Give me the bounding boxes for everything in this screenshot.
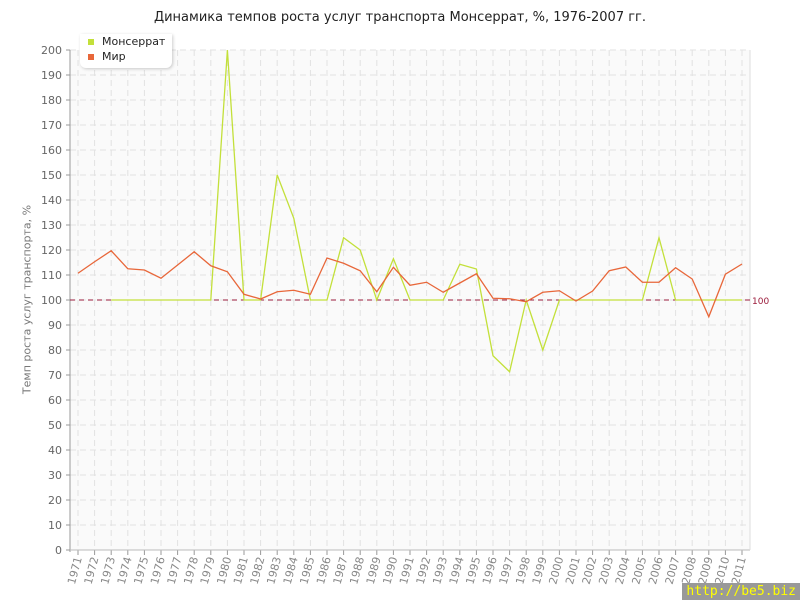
y-tick-label: 110 [41,269,62,282]
y-tick-label: 130 [41,219,62,232]
y-tick-label: 150 [41,169,62,182]
chart-title: Динамика темпов роста услуг транспорта М… [153,10,647,25]
y-tick-label: 170 [41,119,62,132]
y-tick-label: 190 [41,69,62,82]
legend-swatch [88,38,94,45]
y-tick-label: 80 [48,344,62,357]
y-tick-label: 160 [41,144,62,157]
y-tick-label: 30 [48,469,62,482]
legend-swatch [88,53,94,60]
y-tick-label: 120 [41,244,62,257]
y-tick-label: 60 [48,394,62,407]
y-tick-label: 0 [55,544,62,557]
y-tick-label: 90 [48,319,62,332]
y-tick-label: 100 [41,294,62,307]
y-tick-label: 140 [41,194,62,207]
x-tick-label: 2011 [729,555,749,585]
y-tick-label: 10 [48,519,62,532]
y-tick-label: 180 [41,94,62,107]
y-tick-label: 40 [48,444,62,457]
legend-item-montserrat[interactable]: Монсеррат [80,34,172,49]
y-tick-label: 50 [48,419,62,432]
legend-item-world[interactable]: Мир [80,49,172,64]
y-tick-label: 20 [48,494,62,507]
y-tick-label: 200 [41,44,62,57]
y-tick-label: 70 [48,369,62,382]
legend-label: Монсеррат [102,35,166,48]
watermark-link[interactable]: http://be5.biz [682,583,800,600]
reference-line-label: 100 [752,297,769,307]
legend: Монсеррат Мир [80,34,172,68]
legend-label: Мир [102,50,126,63]
